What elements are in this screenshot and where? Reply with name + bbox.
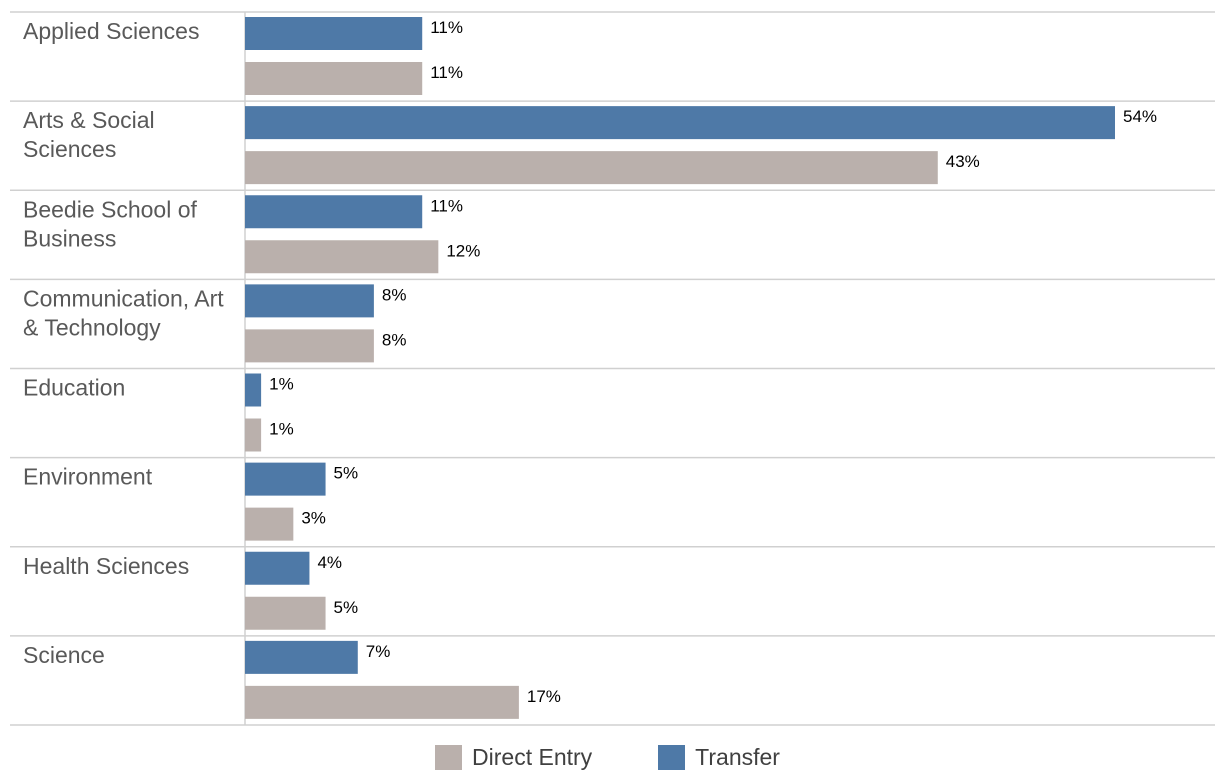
bar-transfer-health-sciences xyxy=(245,551,310,585)
category-label-arts-social-sciences: Arts & Social Sciences xyxy=(23,107,155,162)
value-label-direct-entry-arts-social-sciences: 43% xyxy=(946,152,980,171)
category-label-science: Science xyxy=(23,642,105,668)
value-label-transfer-environment: 5% xyxy=(334,464,359,483)
bar-transfer-education xyxy=(245,373,262,407)
category-label-communication-art-technology: Communication, Art & Technology xyxy=(23,285,224,340)
value-label-direct-entry-beedie-school-of-business: 12% xyxy=(446,241,480,260)
bar-direct-entry-arts-social-sciences xyxy=(245,151,938,185)
legend-label-direct-entry: Direct Entry xyxy=(472,743,593,770)
value-label-transfer-education: 1% xyxy=(269,375,294,394)
bar-direct-entry-communication-art-technology xyxy=(245,329,374,363)
value-label-transfer-science: 7% xyxy=(366,642,391,661)
bar-direct-entry-education xyxy=(245,418,262,452)
bar-transfer-beedie-school-of-business xyxy=(245,195,423,229)
category-label-beedie-school-of-business: Beedie School of Business xyxy=(23,196,198,251)
bar-direct-entry-applied-sciences xyxy=(245,62,423,95)
value-label-direct-entry-health-sciences: 5% xyxy=(334,598,359,617)
value-label-transfer-communication-art-technology: 8% xyxy=(382,285,407,304)
value-label-direct-entry-applied-sciences: 11% xyxy=(430,63,463,82)
value-label-transfer-health-sciences: 4% xyxy=(317,553,342,572)
category-label-applied-sciences: Applied Sciences xyxy=(23,18,199,44)
legend-item-direct-entry: Direct Entry xyxy=(435,744,592,771)
category-label-health-sciences: Health Sciences xyxy=(23,553,189,579)
legend-swatch-direct-entry xyxy=(435,744,463,770)
legend-item-transfer: Transfer xyxy=(658,744,780,771)
category-label-environment: Environment xyxy=(23,464,153,490)
value-label-direct-entry-communication-art-technology: 8% xyxy=(382,330,407,349)
bar-transfer-science xyxy=(245,640,358,674)
value-label-direct-entry-education: 1% xyxy=(269,420,294,439)
bar-chart: Applied Sciences Arts & Social Sciences Bee… xyxy=(10,11,1215,726)
legend: Direct Entry Transfer xyxy=(0,742,1215,772)
bar-transfer-arts-social-sciences xyxy=(245,106,1115,140)
bar-direct-entry-science xyxy=(245,685,519,719)
legend-label-transfer: Transfer xyxy=(695,743,780,770)
bar-transfer-communication-art-technology xyxy=(245,284,374,318)
category-labels: Applied Sciences Arts & Social Sciences Bee… xyxy=(23,18,224,668)
value-label-transfer-arts-social-sciences: 54% xyxy=(1123,107,1157,126)
value-label-transfer-applied-sciences: 11% xyxy=(430,18,463,37)
bar-transfer-applied-sciences xyxy=(245,17,423,50)
value-label-direct-entry-science: 17% xyxy=(527,687,561,706)
value-label-direct-entry-environment: 3% xyxy=(301,509,326,528)
bar-transfer-environment xyxy=(245,462,326,496)
legend-swatch-transfer xyxy=(658,744,686,770)
bar-direct-entry-health-sciences xyxy=(245,596,326,630)
bar-direct-entry-beedie-school-of-business xyxy=(245,240,439,274)
value-label-transfer-beedie-school-of-business: 11% xyxy=(430,196,463,215)
bars xyxy=(245,17,1115,719)
category-label-education: Education xyxy=(23,375,125,401)
bar-direct-entry-environment xyxy=(245,507,294,541)
value-labels: 11% 11% 54% 43% 11% 12% 8% 8% 1% 1% 5% 3% 4% 5% 7% 17% xyxy=(269,18,1157,706)
